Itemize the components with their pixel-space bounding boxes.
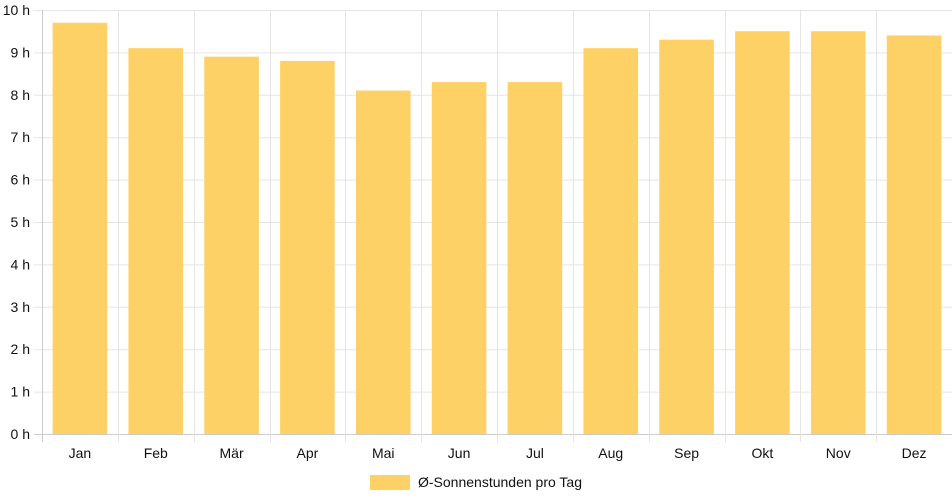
- bar-mai: [355, 90, 411, 434]
- y-tick-label: 0 h: [11, 426, 30, 442]
- y-tick-label: 3 h: [11, 299, 30, 315]
- bar-feb: [128, 48, 184, 434]
- grid: [34, 10, 952, 442]
- x-tick-label: Mär: [220, 445, 244, 461]
- y-tick-label: 8 h: [11, 87, 30, 103]
- y-tick-label: 5 h: [11, 214, 30, 230]
- legend-label[interactable]: Ø-Sonnenstunden pro Tag: [418, 474, 582, 490]
- x-tick-label: Okt: [752, 445, 774, 461]
- y-tick-label: 4 h: [11, 256, 30, 272]
- x-tick-label: Sep: [674, 445, 699, 461]
- bar-jan: [52, 22, 108, 434]
- x-tick-label: Apr: [297, 445, 319, 461]
- y-tick-label: 1 h: [11, 384, 30, 400]
- y-tick-label: 7 h: [11, 129, 30, 145]
- legend-swatch[interactable]: [370, 475, 410, 490]
- bar-apr: [280, 60, 335, 434]
- x-tick-label: Dez: [902, 445, 927, 461]
- x-tick-label: Jun: [448, 445, 471, 461]
- x-tick-label: Jul: [526, 445, 544, 461]
- bar-nov: [810, 31, 866, 434]
- y-tick-label: 6 h: [11, 172, 30, 188]
- bar-sep: [659, 39, 714, 435]
- bar-okt: [735, 31, 790, 434]
- bars: [52, 22, 942, 435]
- legend[interactable]: Ø-Sonnenstunden pro Tag: [370, 474, 582, 490]
- bar-dez: [886, 35, 942, 434]
- y-tick-label: 10 h: [3, 2, 30, 18]
- y-tick-label: 2 h: [11, 341, 30, 357]
- bar-jun: [431, 82, 487, 434]
- bar-mär: [204, 56, 259, 434]
- bar-aug: [583, 48, 639, 434]
- x-tick-label: Aug: [598, 445, 623, 461]
- y-tick-label: 9 h: [11, 44, 30, 60]
- x-tick-label: Nov: [826, 445, 851, 461]
- x-tick-label: Jan: [69, 445, 92, 461]
- x-tick-label: Feb: [144, 445, 168, 461]
- axes: 0 h 1 h 2 h 3 h 4 h 5 h 6 h 7 h 8 h 9 h 10 h Jan Feb…: [3, 2, 927, 461]
- bar-jul: [507, 82, 563, 434]
- x-tick-label: Mai: [372, 445, 395, 461]
